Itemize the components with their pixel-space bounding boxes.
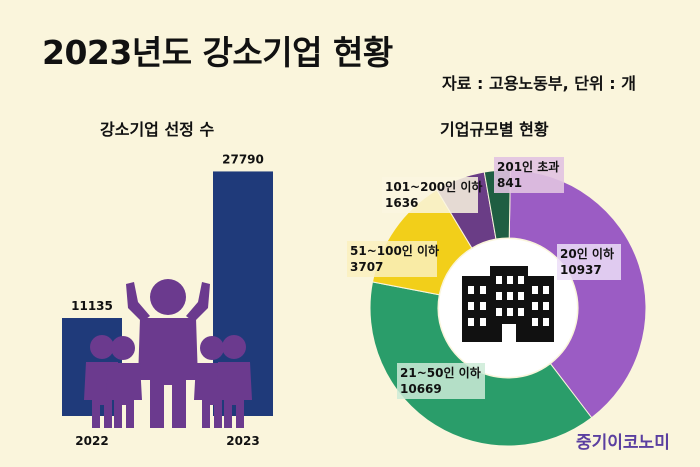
slice-category-label: 20인 이하 — [560, 246, 614, 261]
slice-value-label: 3707 — [350, 260, 383, 274]
slice-label-box — [397, 363, 485, 399]
bar-value-label: 11135 — [71, 299, 113, 313]
slice-label-box — [557, 244, 621, 280]
slice-value-label: 1636 — [385, 196, 418, 210]
slice-value-label: 10937 — [560, 263, 602, 277]
brand-logo: 중기이코노미 — [576, 433, 670, 453]
donut-chart: 20인 이하 10937 21~50인 이하 10669 51~100인 이하 3707 1… — [347, 157, 647, 447]
source-note: 자료 : 고용노동부, 단위 : 개 — [442, 74, 636, 93]
office-building-icon — [462, 266, 554, 342]
bar-category-label: 2023 — [226, 434, 259, 448]
slice-category-label: 201인 초과 — [497, 159, 559, 174]
page-title: 2023년도 강소기업 현황 — [42, 33, 393, 72]
bar-chart-title: 강소기업 선정 수 — [100, 120, 215, 139]
slice-value-label: 10669 — [400, 382, 442, 396]
slice-category-label: 101~200인 이하 — [385, 179, 482, 194]
slice-label-box — [382, 177, 478, 213]
donut-chart-title: 기업규모별 현황 — [440, 120, 549, 139]
group-people-icon — [84, 279, 252, 428]
bar-value-label: 27790 — [222, 152, 264, 166]
slice-label-box — [494, 157, 564, 193]
slice-value-label: 841 — [497, 176, 522, 190]
bar-category-label: 2022 — [75, 434, 108, 448]
slice-category-label: 21~50인 이하 — [400, 365, 481, 380]
slice-label-box — [347, 241, 437, 277]
donut-slice — [369, 281, 593, 447]
slice-category-label: 51~100인 이하 — [350, 243, 439, 258]
